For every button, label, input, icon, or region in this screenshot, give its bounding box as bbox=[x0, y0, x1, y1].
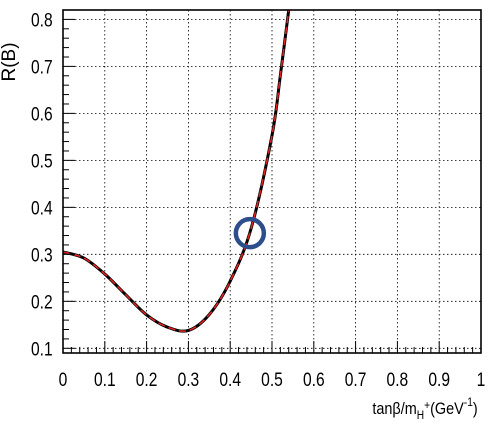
y-tick-label-1: 0.2 bbox=[31, 291, 53, 313]
y-tick-labels: 0.1 0.2 0.3 0.4 0.5 0.6 0.7 0.8 bbox=[31, 9, 53, 360]
series-group bbox=[63, 10, 291, 333]
y-tick-label-6: 0.7 bbox=[31, 56, 53, 78]
x-tick-label-3: 0.3 bbox=[178, 369, 200, 391]
x-axis-label-sup: + bbox=[424, 399, 430, 412]
x-axis-label-unit-sup: -1 bbox=[464, 396, 473, 409]
y-axis-label: R(B) bbox=[0, 42, 20, 81]
annotations bbox=[233, 216, 267, 250]
y-tick-label-0: 0.1 bbox=[31, 338, 53, 360]
ticks bbox=[62, 9, 482, 353]
y-tick-label-3: 0.4 bbox=[31, 197, 53, 219]
x-tick-label-9: 0.9 bbox=[428, 369, 450, 391]
x-axis-label-sub: H bbox=[417, 409, 424, 422]
grid bbox=[63, 10, 481, 353]
highlight-circle-0 bbox=[233, 216, 267, 250]
series-line-1 bbox=[63, 10, 290, 332]
y-tick-label-4: 0.5 bbox=[31, 150, 53, 172]
x-tick-label-10: 1 bbox=[477, 369, 486, 391]
x-axis-label-main: tanβ/m bbox=[372, 400, 416, 418]
y-tick-label-5: 0.6 bbox=[31, 103, 53, 125]
x-tick-label-5: 0.5 bbox=[261, 369, 283, 391]
x-axis-label-close: ) bbox=[473, 400, 478, 418]
x-tick-label-2: 0.2 bbox=[136, 369, 158, 391]
x-tick-label-0: 0 bbox=[59, 369, 68, 391]
x-tick-labels: 0 0.1 0.2 0.3 0.4 0.5 0.6 0.7 0.8 0.9 1 bbox=[59, 369, 486, 391]
x-tick-label-4: 0.4 bbox=[219, 369, 241, 391]
x-axis-label: tanβ/mH+(GeV-1) bbox=[372, 396, 477, 422]
y-tick-label-2: 0.3 bbox=[31, 244, 53, 266]
y-tick-label-7: 0.8 bbox=[31, 9, 53, 31]
x-tick-label-6: 0.6 bbox=[303, 369, 325, 391]
x-tick-label-7: 0.7 bbox=[345, 369, 367, 391]
x-tick-label-1: 0.1 bbox=[94, 369, 116, 391]
series-line-0 bbox=[63, 10, 291, 333]
x-axis-label-unit: (GeV bbox=[430, 400, 464, 418]
x-tick-label-8: 0.8 bbox=[387, 369, 409, 391]
